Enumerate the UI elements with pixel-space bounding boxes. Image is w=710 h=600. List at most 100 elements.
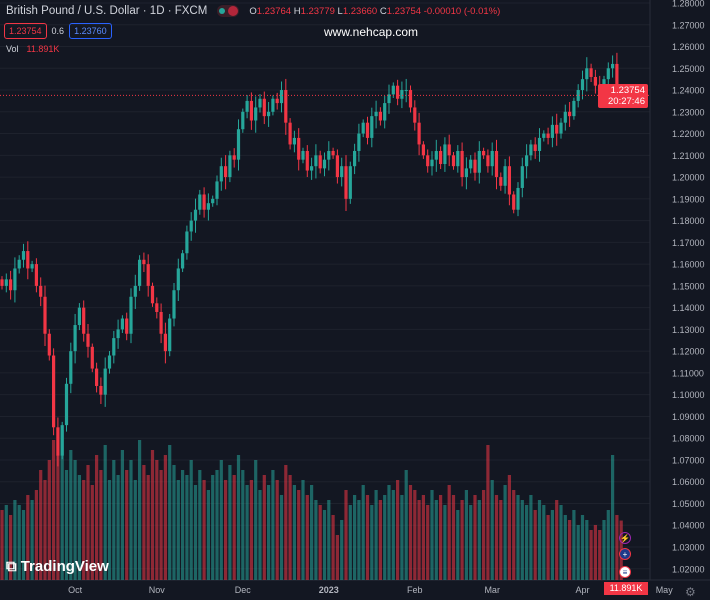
tradingview-logo[interactable]: ⧉ TradingView <box>6 558 109 575</box>
volume-bar <box>0 510 4 580</box>
candle-body <box>310 166 314 171</box>
volume-bar <box>129 460 133 580</box>
volume-bar <box>477 500 481 580</box>
candle-body <box>404 90 408 92</box>
lightning-event-icon[interactable]: ⚡ <box>619 532 631 544</box>
volume-bar <box>198 470 202 580</box>
volume-last-label: 11.891K <box>604 582 648 595</box>
y-tick-label: 1.15000 <box>672 281 705 291</box>
market-status-toggle[interactable] <box>217 5 240 17</box>
candle-body <box>576 90 580 101</box>
candle-body <box>21 251 26 260</box>
candle-body <box>86 333 90 347</box>
candle-body <box>172 290 176 319</box>
volume-bar <box>181 470 185 580</box>
candle-body <box>516 187 520 210</box>
candle-body <box>224 166 228 178</box>
volume-bar <box>271 470 275 580</box>
volume-bar <box>275 480 279 580</box>
candle-body <box>4 279 8 286</box>
candle-body <box>301 150 305 160</box>
volume-bar <box>322 510 327 580</box>
candle-body <box>60 425 64 456</box>
candle-body <box>26 251 30 269</box>
volume-bar <box>606 510 610 580</box>
volume-bar <box>146 475 150 580</box>
candle-body <box>168 318 172 352</box>
volume-bar <box>568 520 572 580</box>
candle-body <box>421 144 425 156</box>
candle-body <box>185 231 189 254</box>
volume-bar <box>172 465 176 580</box>
volume-bar <box>185 475 189 580</box>
volume-bar <box>408 485 413 580</box>
uk-flag-icon[interactable]: + <box>619 548 631 560</box>
volume-bar <box>112 460 116 580</box>
volume-bar <box>374 490 378 580</box>
candle-body <box>473 159 477 173</box>
volume-bar <box>383 495 387 580</box>
volume-bar <box>159 470 163 580</box>
candle-body <box>95 368 99 386</box>
volume-bar <box>611 455 615 580</box>
y-tick-label: 1.17000 <box>672 238 705 248</box>
volume-bar <box>576 525 580 580</box>
candle-body <box>34 264 38 286</box>
volume-bar <box>95 455 99 580</box>
volume-bar <box>417 500 421 580</box>
candle-body <box>374 111 378 117</box>
y-tick-label: 1.04000 <box>672 521 705 531</box>
volume-bar <box>86 465 90 580</box>
volume-bar <box>456 510 460 580</box>
candle-body <box>482 150 486 156</box>
spread: 0.6 <box>51 26 65 36</box>
candle-body <box>503 166 507 186</box>
candle-body <box>249 100 253 121</box>
volume-bar <box>499 500 503 580</box>
volume-bar <box>593 525 597 580</box>
candle-body <box>370 116 374 138</box>
volume-bar <box>404 470 408 580</box>
volume-bar <box>13 500 17 580</box>
candle-body <box>606 68 610 80</box>
volume-bar <box>279 495 284 580</box>
candle-body <box>198 194 202 210</box>
candle-body <box>236 129 241 160</box>
candle-body <box>13 268 17 291</box>
candle-body <box>611 63 615 69</box>
volume-bar <box>434 500 438 580</box>
sell-button[interactable]: 1.23754 <box>4 23 47 39</box>
volume-bar <box>598 530 602 580</box>
settings-gear-icon[interactable]: ⚙ <box>685 585 696 599</box>
candle-body <box>116 329 120 339</box>
volume-bar <box>503 485 507 580</box>
symbol-title[interactable]: British Pound / U.S. Dollar · 1D · FXCM <box>6 5 208 17</box>
volume-bar <box>163 455 167 580</box>
x-tick-label: 2023 <box>319 585 339 595</box>
y-tick-label: 1.23000 <box>672 107 705 117</box>
volume-bar <box>39 470 43 580</box>
candle-body <box>417 122 421 145</box>
us-flag-icon[interactable]: ≡ <box>619 566 631 578</box>
candle-body <box>206 203 210 210</box>
volume-bar <box>138 440 142 580</box>
candle-body <box>112 338 116 356</box>
x-tick-label: Apr <box>575 585 589 595</box>
buy-button[interactable]: 1.23760 <box>69 23 112 39</box>
candle-body <box>314 155 318 167</box>
last-price-label: 1.23754 20:27:46 <box>598 84 648 108</box>
candle-body <box>181 253 185 269</box>
y-tick-label: 1.12000 <box>672 347 705 357</box>
volume-bar <box>507 475 511 580</box>
volume-bar <box>589 530 593 580</box>
volume-bar <box>447 485 451 580</box>
candle-body <box>52 355 56 428</box>
candle-body <box>525 155 529 167</box>
volume-bar <box>391 490 395 580</box>
volume-bar <box>301 480 305 580</box>
y-tick-label: 1.14000 <box>672 303 705 313</box>
y-tick-label: 1.07000 <box>672 455 705 465</box>
volume-legend: Vol 11.891K <box>6 44 60 54</box>
volume-bar <box>516 495 520 580</box>
